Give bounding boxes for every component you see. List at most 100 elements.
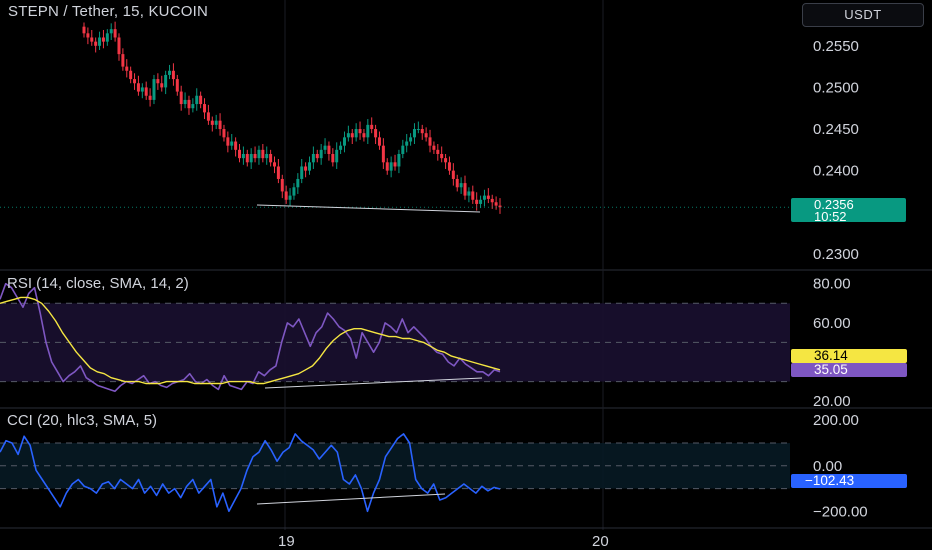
candle-body (362, 133, 366, 138)
cci-band-fill (0, 443, 790, 489)
rsi-band-fill (0, 303, 790, 382)
candle-body (401, 145, 405, 154)
candle-body (339, 145, 343, 150)
candle-body (300, 166, 304, 179)
candle-body (144, 87, 148, 96)
candle-body (90, 37, 94, 42)
candle-body (350, 133, 354, 138)
rsi-axis-tick: 80.00 (813, 276, 851, 293)
candle-body (459, 183, 463, 188)
cci-line (0, 433, 501, 513)
candle-body (214, 120, 218, 125)
rsi-title: RSI (14, close, SMA, 14, 2) (7, 275, 189, 292)
candle-body (148, 95, 152, 100)
candle-body (164, 74, 168, 88)
candle-body (335, 149, 339, 163)
candle-body (253, 153, 257, 159)
candle-body (304, 166, 308, 171)
candle-body (82, 26, 86, 34)
cci-trendline (256, 493, 446, 505)
candle-body (288, 195, 292, 200)
candle-body (444, 158, 448, 163)
candle-body (385, 162, 389, 171)
rsi-axis-tick: 60.00 (813, 315, 851, 332)
candle-body (479, 199, 483, 204)
currency-button[interactable]: USDT (802, 3, 924, 27)
candle-body (327, 145, 331, 154)
cci-axis-tick: 200.00 (813, 412, 859, 429)
rsi-axis-tick: 20.00 (813, 393, 851, 410)
last-price-tag: 0.2356 10:52 (791, 198, 906, 224)
candle-body (117, 37, 121, 55)
price-axis-tick: 0.2400 (813, 163, 859, 180)
candle-body (440, 153, 444, 159)
candle-body (195, 95, 199, 105)
candle-body (280, 178, 284, 192)
candle-body (393, 162, 397, 167)
candle-body (129, 70, 133, 80)
candle-body (273, 162, 277, 167)
candle-body (265, 153, 269, 159)
candle-body (486, 195, 490, 199)
candle-body (498, 205, 502, 208)
candle-body (377, 137, 381, 146)
candle-body (245, 153, 249, 163)
candle-body (436, 149, 440, 154)
candle-body (374, 129, 378, 138)
candle-body (206, 112, 210, 121)
candle-body (226, 137, 230, 146)
candle-body (125, 66, 129, 71)
candle-body (311, 153, 315, 163)
bar-countdown: 10:52 (814, 209, 847, 224)
candle-body (370, 124, 374, 130)
candle-body (342, 137, 346, 146)
candle-body (412, 129, 416, 138)
candle-body (420, 129, 424, 134)
candle-body (230, 141, 234, 146)
candle-body (292, 187, 296, 196)
candle-body (397, 153, 401, 167)
candle-body (405, 141, 409, 146)
candle-body (428, 137, 432, 146)
candle-body (381, 145, 385, 163)
candle-body (109, 29, 113, 34)
price-axis-tick: 0.2300 (813, 246, 859, 263)
rsi-trendline (264, 377, 483, 389)
candle-body (133, 79, 137, 84)
candle-body (323, 145, 327, 150)
candle-body (171, 70, 175, 80)
candle-body (168, 70, 172, 75)
candle-body (416, 129, 420, 131)
candle-body (210, 120, 214, 125)
cci-axis-tick: 0.00 (813, 458, 842, 475)
cci-axis-tick: −200.00 (813, 503, 868, 520)
cci-title: CCI (20, hlc3, SMA, 5) (7, 412, 158, 429)
candle-body (482, 195, 486, 200)
candle-body (331, 153, 335, 163)
candle-body (203, 104, 207, 113)
price-axis-tick: 0.2550 (813, 38, 859, 55)
candle-body (187, 99, 191, 109)
candle-body (471, 191, 475, 200)
candle-body (319, 149, 323, 159)
candle-body (296, 178, 300, 188)
chart-title: STEPN / Tether, 15, KUCOIN (8, 3, 208, 20)
support-trendline (256, 204, 481, 213)
candle-body (249, 153, 253, 163)
candle-body (136, 83, 140, 92)
candle-body (105, 33, 109, 42)
candle-body (269, 153, 273, 163)
candle-body (241, 153, 245, 159)
candle-body (447, 162, 451, 171)
rsi-ma-line (0, 296, 501, 385)
candle-body (98, 37, 102, 46)
candle-body (409, 137, 413, 142)
candle-body (234, 141, 238, 150)
candle-body (86, 33, 90, 38)
candle-body (218, 120, 222, 130)
candle-body (160, 83, 164, 88)
candle-body (191, 104, 195, 109)
candle-body (238, 149, 242, 159)
candle-body (389, 162, 393, 171)
